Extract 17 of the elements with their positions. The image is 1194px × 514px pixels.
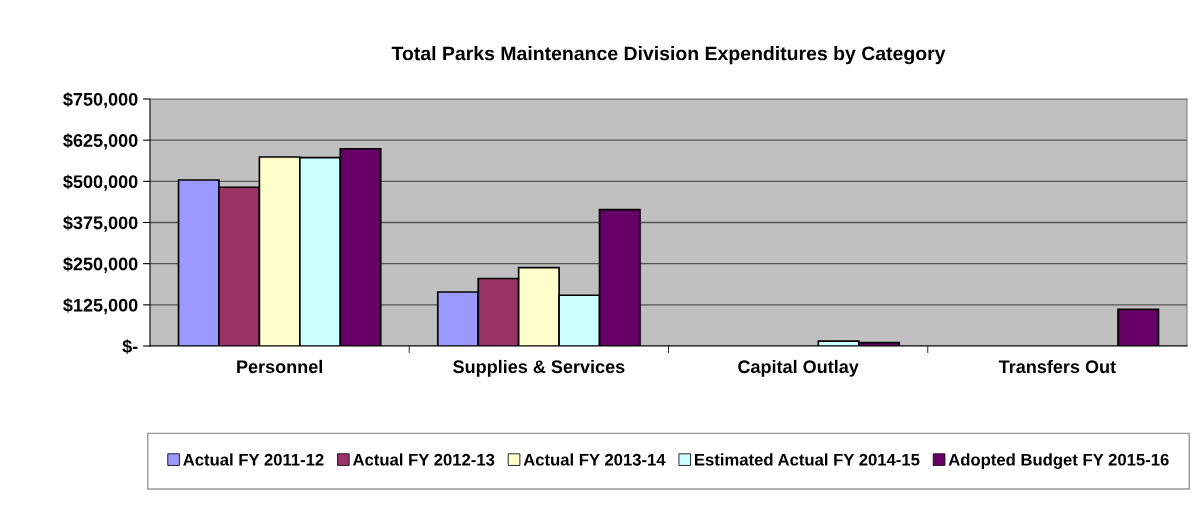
y-tick-label: $500,000 <box>63 174 138 191</box>
y-tick-label: $- <box>122 339 138 354</box>
x-tick-label: Supplies & Services <box>453 359 625 377</box>
x-tick-label: Personnel <box>237 359 322 374</box>
legend-label: Actual FY 2013-14 <box>523 453 666 466</box>
x-tick-label: Transfers Out <box>998 359 1116 374</box>
x-tick-label: Capital Outlay <box>738 359 859 377</box>
legend-label: Adopted Budget FY 2015-16 <box>948 453 1169 469</box>
legend-label: Estimated Actual FY 2014-15 <box>695 453 920 466</box>
y-tick-label: $750,000 <box>63 92 138 109</box>
y-tick-label: $125,000 <box>63 297 138 315</box>
y-tick-label: $375,000 <box>63 215 138 232</box>
chart-title: Total Parks Maintenance Division Expenditures by Category <box>391 46 946 65</box>
legend-label: Actual FY 2011-12 <box>183 453 324 466</box>
y-tick-label: $250,000 <box>63 256 138 273</box>
y-tick-label: $625,000 <box>63 133 138 150</box>
legend-label: Actual FY 2012-13 <box>352 453 495 466</box>
